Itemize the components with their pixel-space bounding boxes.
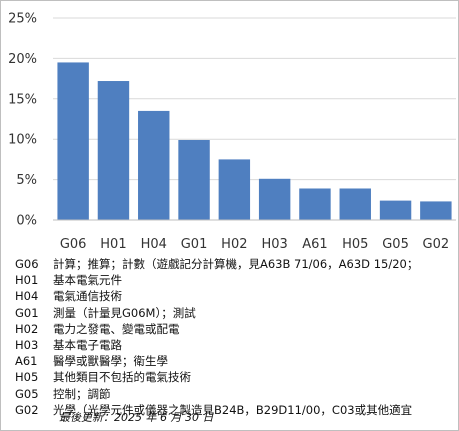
x-tick-label: A61 — [302, 237, 327, 252]
legend-row: H04 電氣通信技術 — [15, 288, 455, 304]
legend-desc: 計算；推算；計數（遊戲記分計算機，見A63B 71/06，A63D 15/20； — [53, 257, 419, 272]
bar — [97, 81, 130, 220]
legend-row: G01 測量（計量見G06M）；測試 — [15, 305, 455, 321]
bar — [218, 159, 251, 220]
x-tick-label: H03 — [261, 237, 287, 252]
y-tick-label: 20% — [8, 52, 37, 67]
legend-desc: 基本電子電路 — [53, 338, 122, 353]
legend-row: H03 基本電子電路 — [15, 337, 455, 353]
legend-code: G01 — [15, 305, 39, 320]
y-tick-label: 15% — [8, 92, 37, 107]
x-tick-label: G01 — [181, 237, 208, 252]
x-axis: G06 H01 H04 G01 H02 H03 A61 H05 G05 G02 — [60, 237, 449, 252]
code-legend: G06 計算；推算；計數（遊戲記分計算機，見A63B 71/06，A63D 15/… — [15, 256, 455, 418]
legend-code: H03 — [15, 338, 39, 353]
legend-row: G05 控制；調節 — [15, 386, 455, 402]
x-tick-label: G02 — [423, 237, 450, 252]
legend-desc: 其他類目不包括的電氣技術 — [53, 370, 191, 385]
legend-code: H02 — [15, 321, 39, 336]
legend-desc: 電氣通信技術 — [53, 289, 122, 304]
legend-desc: 基本電氣元件 — [53, 273, 122, 288]
x-tick-label: H01 — [100, 237, 126, 252]
legend-code: H01 — [15, 273, 39, 288]
legend-desc: 醫學或獸醫學；衛生學 — [53, 354, 168, 369]
legend-row: G02 光學（光學元件或儀器之製造見B24B，B29D11/00，C03或其他適宜 — [15, 402, 455, 418]
legend-code: H04 — [15, 289, 39, 304]
y-tick-label: 0% — [16, 214, 37, 229]
bar — [420, 201, 452, 220]
x-tick-label: H02 — [221, 237, 247, 252]
legend-row: H02 電力之發電、變電或配電 — [15, 321, 455, 337]
x-tick-label: H04 — [141, 237, 167, 252]
bar — [339, 188, 371, 220]
legend-code: G05 — [15, 386, 39, 401]
legend-code: H05 — [15, 370, 39, 385]
legend-row: H01 基本電氣元件 — [15, 272, 455, 288]
bar — [138, 110, 170, 220]
bar — [258, 178, 291, 220]
legend-row: H05 其他類目不包括的電氣技術 — [15, 369, 455, 385]
bars — [57, 62, 452, 220]
legend-row: A61 醫學或獸醫學；衛生學 — [15, 353, 455, 369]
legend-desc: 電力之發電、變電或配電 — [53, 321, 180, 336]
legend-row: G06 計算；推算；計數（遊戲記分計算機，見A63B 71/06，A63D 15/… — [15, 256, 455, 272]
x-tick-label: G05 — [382, 237, 409, 252]
y-axis: 0% 5% 10% 15% 20% 25% — [8, 12, 37, 229]
bar — [379, 200, 412, 220]
legend-code: G06 — [15, 257, 39, 272]
legend-code: G02 — [15, 402, 39, 417]
legend-code: A61 — [15, 354, 38, 369]
bar — [299, 188, 331, 220]
y-tick-label: 5% — [16, 173, 37, 188]
legend-desc: 測量（計量見G06M）；測試 — [53, 305, 196, 320]
y-tick-label: 10% — [8, 133, 37, 148]
legend-desc: 控制；調節 — [53, 386, 111, 401]
bar — [57, 62, 89, 220]
bar — [178, 140, 210, 220]
bar-chart: 0% 5% 10% 15% 20% 25% G06 H01 H04 G01 H02 H03 A61 H0… — [8, 12, 456, 252]
legend-desc: 光學（光學元件或儀器之製造見B24B，B29D11/00，C03或其他適宜 — [53, 402, 413, 417]
x-tick-label: H05 — [342, 237, 368, 252]
x-tick-label: G06 — [60, 237, 87, 252]
y-tick-label: 25% — [8, 12, 37, 27]
last-updated-note: 最後更新：2025 年 6 月 30 日 — [59, 411, 214, 424]
